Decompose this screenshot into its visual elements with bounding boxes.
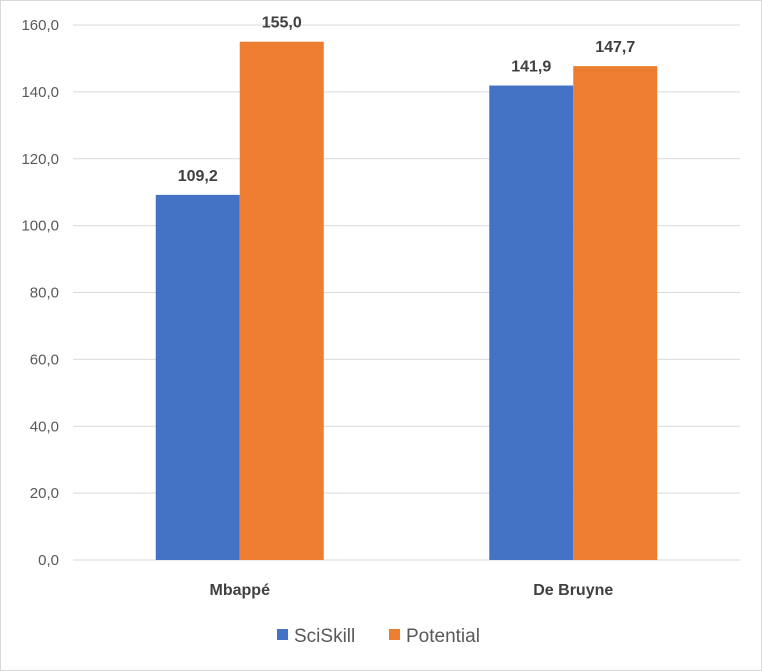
y-tick-label: 20,0	[30, 485, 59, 502]
y-tick-label: 160,0	[21, 17, 59, 34]
y-tick-label: 40,0	[30, 418, 59, 435]
legend-swatch	[277, 629, 288, 640]
y-axis-tick-labels: 0,0 20,0 40,0 60,0 80,0 100,0 120,0 140,0 160,0	[21, 17, 59, 569]
bar-potential-2	[573, 66, 658, 561]
category-label: Mbappé	[210, 582, 271, 599]
category-label: De Bruyne	[533, 582, 613, 599]
y-tick-label: 100,0	[21, 218, 59, 235]
y-tick-label: 80,0	[30, 285, 59, 302]
bars	[155, 41, 658, 561]
legend-label: Potential	[406, 626, 480, 647]
data-label: 147,7	[595, 39, 635, 56]
y-tick-label: 0,0	[38, 552, 59, 569]
data-label: 109,2	[178, 168, 218, 185]
data-label: 141,9	[511, 59, 551, 76]
y-tick-label: 60,0	[30, 351, 59, 368]
bar-sciskill-1	[155, 194, 240, 561]
legend-label: SciSkill	[294, 626, 355, 647]
bar-sciskill-2	[489, 85, 574, 560]
bar-potential-1	[239, 41, 324, 560]
y-tick-label: 120,0	[21, 151, 59, 168]
x-axis-category-labels: Mbappé De Bruyne	[210, 582, 614, 599]
legend-swatch	[389, 629, 400, 640]
data-labels: 109,2 155,0 141,9 147,7	[178, 15, 636, 185]
y-tick-label: 140,0	[21, 84, 59, 101]
data-label: 155,0	[262, 15, 302, 32]
legend: SciSkill Potential	[277, 626, 480, 647]
